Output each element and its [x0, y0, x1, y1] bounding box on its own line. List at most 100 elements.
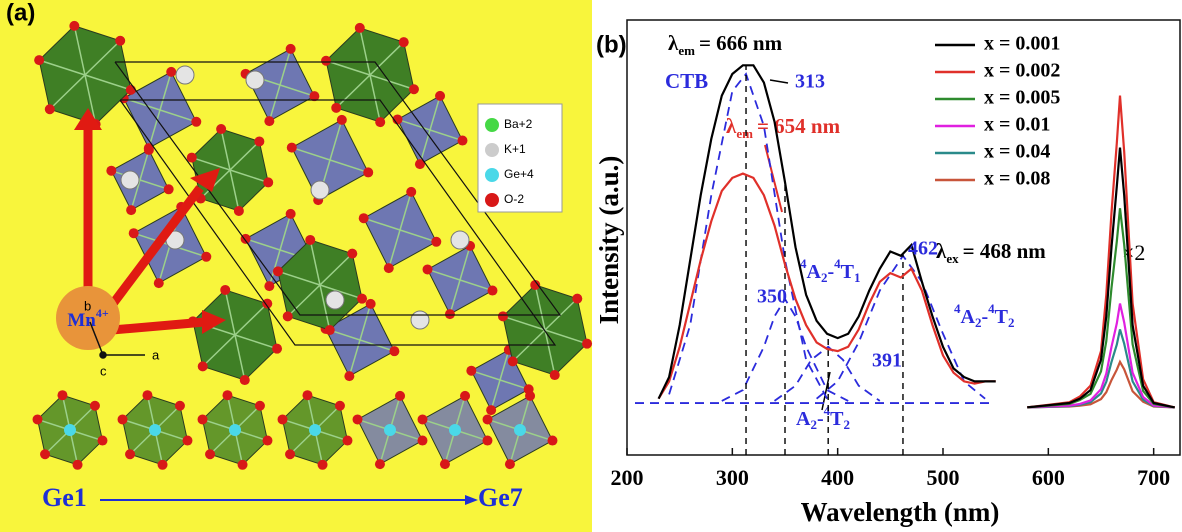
annotation: λem= 666 nm — [668, 31, 783, 58]
oxygen-atom — [466, 366, 476, 376]
oxygen-atom — [321, 56, 331, 66]
axis-a-label: a — [152, 347, 160, 362]
oxygen-atom — [375, 459, 385, 469]
oxygen-atom — [90, 401, 100, 411]
oxygen-atom — [431, 237, 441, 247]
legend-label: x = 0.01 — [984, 114, 1050, 136]
oxygen-atom — [97, 436, 107, 446]
oxygen-atom — [125, 449, 135, 459]
oxygen-atom — [272, 344, 282, 354]
oxygen-atom — [363, 167, 373, 177]
oxygen-atom — [126, 205, 136, 215]
oxygen-atom — [347, 249, 357, 259]
oxygen-atom — [423, 264, 433, 274]
oxygen-atom — [187, 153, 197, 163]
axis-b-label: b — [84, 298, 91, 313]
legend-label: O-2 — [504, 192, 524, 206]
legend-label: Ba+2 — [504, 117, 533, 131]
oxygen-atom — [355, 23, 365, 33]
ge-atom — [384, 424, 396, 436]
x-tick-label: 500 — [927, 465, 960, 490]
ge-atom — [449, 424, 461, 436]
legend-label: Ge+4 — [504, 167, 534, 181]
oxygen-atom — [254, 136, 264, 146]
oxygen-atom — [572, 294, 582, 304]
plot-frame — [627, 20, 1180, 455]
x-tick-label: 700 — [1137, 465, 1170, 490]
oxygen-atom — [106, 166, 116, 176]
oxygen-atom — [440, 459, 450, 469]
oxygen-atom — [375, 117, 385, 127]
oxygen-atom — [166, 67, 176, 77]
ge-start: Ge1 — [42, 483, 87, 512]
oxygen-atom — [205, 449, 215, 459]
legend-label: K+1 — [504, 142, 526, 156]
sub: 1 — [854, 270, 861, 285]
oxygen-atom — [240, 375, 250, 385]
ge-end: Ge7 — [478, 483, 523, 512]
oxygen-atom — [264, 281, 274, 291]
oxygen-atom — [550, 370, 560, 380]
axis-c — [100, 352, 106, 358]
plot: 200300400500600700313350391462x = 0.001x… — [611, 33, 1175, 490]
oxygen-atom — [126, 85, 136, 95]
text: = 654 nm — [757, 114, 841, 138]
oxygen-atom — [406, 187, 416, 197]
x-tick-label: 600 — [1032, 465, 1065, 490]
cation — [451, 231, 469, 249]
t: - — [981, 306, 988, 328]
x-axis-title: Wavelength (nm) — [801, 497, 1000, 527]
oxygen-atom — [445, 309, 455, 319]
oxygen-atom — [45, 104, 55, 114]
annotation: λem= 654 nm — [726, 114, 841, 141]
oxygen-atom — [182, 436, 192, 446]
t: - — [817, 408, 824, 430]
oxygen-atom — [342, 436, 352, 446]
t: - — [827, 261, 834, 283]
oxygen-atom — [435, 91, 445, 101]
callout — [770, 80, 788, 83]
oxygen-atom — [409, 84, 419, 94]
oxygen-atom — [262, 436, 272, 446]
oxygen-atom — [234, 206, 244, 216]
x-tick-label: 200 — [611, 465, 644, 490]
oxygen-atom — [164, 184, 174, 194]
oxygen-atom — [283, 311, 293, 321]
ge-atom — [514, 424, 526, 436]
legend-label: x = 0.08 — [984, 168, 1050, 190]
cation — [246, 71, 264, 89]
oxygen-atom — [483, 414, 493, 424]
sub: em — [678, 43, 695, 58]
peak-label: 350 — [757, 286, 787, 308]
oxygen-atom — [417, 436, 427, 446]
oxygen-atom — [40, 449, 50, 459]
oxygen-atom — [286, 209, 296, 219]
oxygen-atom — [331, 103, 341, 113]
text: = 468 nm — [963, 239, 1047, 263]
oxygen-atom — [263, 177, 273, 187]
peak-label: 391 — [872, 350, 902, 372]
cation — [411, 311, 429, 329]
panel-label: (b) — [596, 31, 627, 58]
oxygen-atom — [366, 299, 376, 309]
oxygen-atom — [198, 361, 208, 371]
t: T — [995, 306, 1009, 328]
oxygen-atom — [508, 356, 518, 366]
oxygen-atom — [57, 390, 67, 400]
oxygen-atom — [302, 390, 312, 400]
annotation: 4A2-4T2 — [954, 301, 1014, 330]
oxygen-atom — [525, 391, 535, 401]
oxygen-atom — [399, 37, 409, 47]
legend-label: x = 0.002 — [984, 60, 1060, 82]
cation — [121, 171, 139, 189]
oxygen-atom — [344, 371, 354, 381]
t: T — [841, 261, 855, 283]
oxygen-atom — [287, 143, 297, 153]
oxygen-atom — [357, 294, 367, 304]
y-axis-title: Intensity (a.u.) — [594, 156, 624, 325]
oxygen-atom — [73, 460, 83, 470]
oxygen-atom — [395, 391, 405, 401]
sub: 2 — [843, 417, 850, 432]
oxygen-atom — [335, 401, 345, 411]
oxygen-atom — [255, 401, 265, 411]
